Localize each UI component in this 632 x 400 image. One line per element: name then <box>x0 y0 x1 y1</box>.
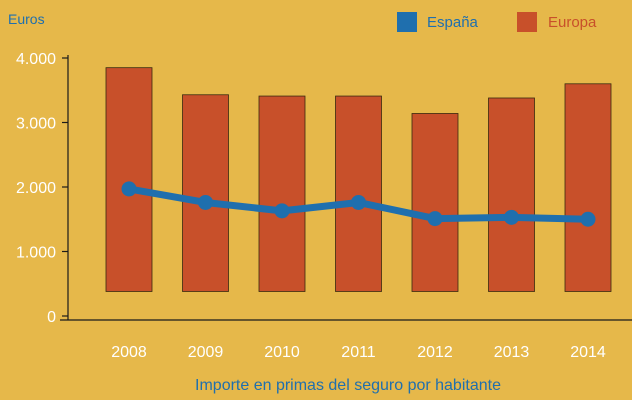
bar-europa <box>258 95 306 292</box>
y-tick-label: 1.000 <box>16 245 56 262</box>
x-tick-label: 2009 <box>188 344 224 361</box>
x-tick-label: 2011 <box>341 344 376 361</box>
x-tick-label: 2014 <box>570 344 606 361</box>
point-espana <box>198 194 213 210</box>
bar-europa <box>335 95 382 292</box>
y-tick-label: 3.000 <box>16 116 56 133</box>
point-espana <box>580 211 596 227</box>
y-axis-title: Euros <box>8 11 45 27</box>
point-espana <box>504 209 519 225</box>
legend: España Europa <box>397 12 597 32</box>
x-axis-title: Importe en primas del seguro por habitan… <box>195 377 501 394</box>
x-tick-label: 2013 <box>494 344 530 361</box>
x-tick-label: 2012 <box>417 344 453 361</box>
bar-europa <box>105 67 153 292</box>
bars-europa <box>105 67 612 292</box>
line-espana <box>121 181 596 227</box>
y-tick-label: 2.000 <box>16 180 56 197</box>
x-ticks: 2008 2009 2010 2011 2012 2013 2014 <box>111 344 606 361</box>
point-espana <box>427 211 443 227</box>
bar-europa <box>182 94 229 292</box>
y-ticks: 0 1.000 2.000 3.000 4.000 <box>16 51 68 326</box>
legend-label-europa: Europa <box>548 14 597 31</box>
y-tick-label: 4.000 <box>16 51 56 68</box>
point-espana <box>351 194 366 210</box>
legend-label-espana: España <box>427 14 479 31</box>
x-tick-label: 2010 <box>264 344 300 361</box>
point-espana <box>274 203 290 219</box>
legend-swatch-espana <box>397 12 417 32</box>
legend-swatch-europa <box>517 12 537 32</box>
bar-europa <box>564 83 612 292</box>
x-tick-label: 2008 <box>111 344 147 361</box>
point-espana <box>121 181 137 197</box>
bar-europa <box>411 113 459 292</box>
y-tick-label: 0 <box>47 309 56 326</box>
bar-europa <box>488 97 535 292</box>
